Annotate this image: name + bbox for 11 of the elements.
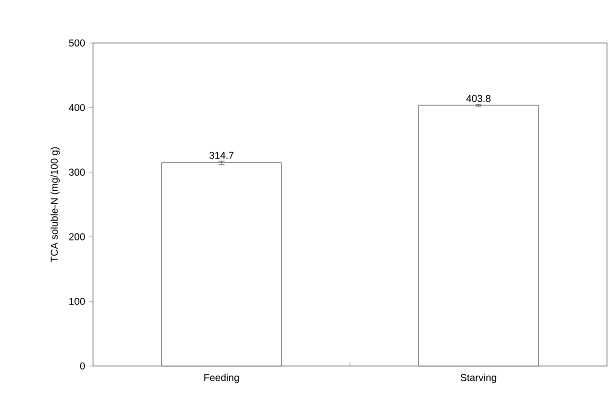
data-label: 403.8 (466, 94, 491, 102)
x-tick-label: Feeding (204, 374, 239, 384)
y-tick-label: 100 (69, 298, 85, 305)
y-tick-label: 300 (68, 168, 85, 176)
y-tick-label: 200 (69, 233, 85, 240)
y-tick-label: 0 (80, 362, 85, 370)
y-axis-title: TCA soluble-N (mg/100 g) (50, 147, 60, 262)
y-tick-label: 400 (68, 104, 85, 112)
data-label: 314.7 (209, 152, 234, 159)
x-tick-label: Starving (460, 374, 496, 384)
y-tick-label: 500 (69, 39, 85, 47)
